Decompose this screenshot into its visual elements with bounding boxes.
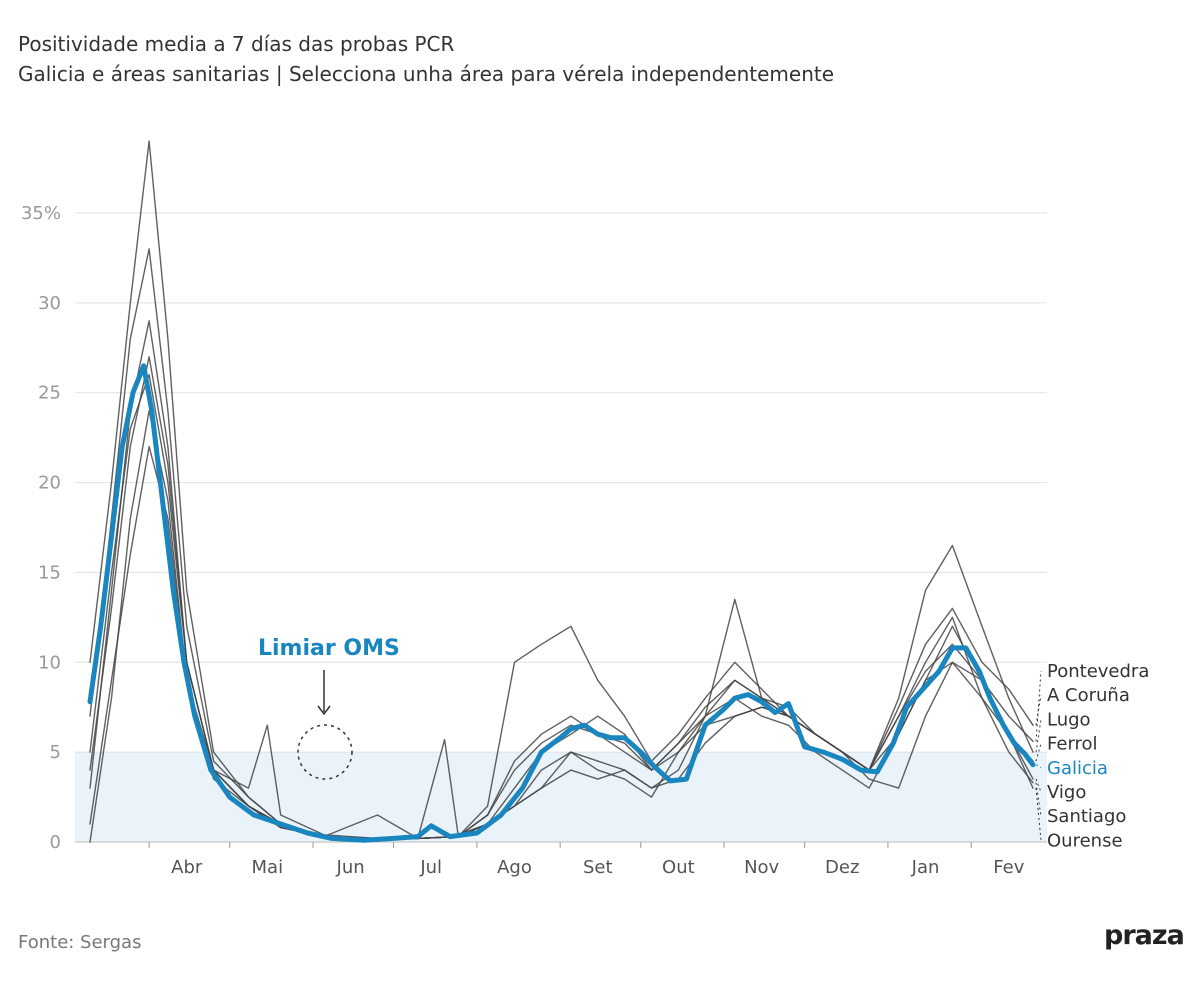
x-tick-label: Jun: [336, 857, 365, 878]
x-tick-label: Jan: [911, 857, 940, 878]
series-label[interactable]: A Coruña: [1047, 685, 1130, 706]
series-label[interactable]: Ferrol: [1047, 734, 1098, 755]
threshold-annotation-label: Limiar OMS: [258, 636, 400, 661]
annotation-arrow-head: [317, 705, 331, 716]
y-tick-label: 25: [38, 383, 61, 404]
grid-lines: [75, 212, 1047, 843]
threshold-annotation: Limiar OMS: [258, 636, 400, 780]
series-end-labels: Pontevedra A Coruña Lugo Ferrol Galicia Vigo S…: [1035, 661, 1149, 851]
label-leader: [1035, 719, 1042, 753]
x-tick-label: Out: [662, 857, 695, 878]
series-line-a-coruna[interactable]: [89, 248, 1034, 840]
x-tick-label: Abr: [171, 857, 203, 878]
series-label[interactable]: Pontevedra: [1047, 661, 1149, 682]
x-tick-label: Dez: [825, 857, 859, 878]
y-tick-label: 5: [50, 742, 61, 763]
label-leader: [1035, 695, 1042, 726]
series-label[interactable]: Galicia: [1047, 758, 1108, 779]
series-line-galicia[interactable]: [87, 363, 1036, 843]
chart-background: [75, 752, 1047, 842]
x-tick-label: Mai: [252, 857, 284, 878]
y-tick-label: 35%: [21, 203, 61, 224]
brand-logo: praza: [1104, 920, 1185, 951]
threshold-band: [75, 752, 1047, 842]
y-tick-label: 10: [38, 652, 61, 673]
x-tick-label: Jul: [419, 857, 442, 878]
label-leader: [1035, 778, 1042, 793]
series-label[interactable]: Vigo: [1047, 782, 1086, 803]
y-tick-label: 20: [38, 473, 61, 494]
y-tick-label: 30: [38, 293, 61, 314]
label-leader: [1035, 743, 1042, 762]
annotation-circle: [297, 724, 353, 780]
label-leader: [1035, 788, 1042, 841]
series-label[interactable]: Santiago: [1047, 806, 1126, 827]
label-leader: [1035, 782, 1042, 817]
axis-labels: 0 5 10 15 20 25 30 35% Abr Mai Jun Jul Ago Set Out Nov D…: [21, 203, 1025, 878]
source-note: Fonte: Sergas: [18, 932, 142, 953]
x-tick-label: Fev: [993, 857, 1024, 878]
x-tick-label: Nov: [744, 857, 779, 878]
series-line-lugo[interactable]: [89, 445, 1034, 840]
series-lines: [87, 140, 1036, 843]
series-line-vigo[interactable]: [89, 140, 1034, 840]
label-leader: [1035, 670, 1042, 742]
label-leader: [1035, 764, 1042, 769]
series-label[interactable]: Ourense: [1047, 830, 1123, 851]
chart-title: Positividade media a 7 días das probas P…: [18, 32, 455, 56]
y-tick-label: 0: [50, 832, 61, 853]
x-tick-label: Set: [583, 857, 613, 878]
chart-subtitle: Galicia e áreas sanitarias | Selecciona …: [18, 62, 835, 86]
x-tick-label: Ago: [497, 857, 532, 878]
y-tick-label: 15: [38, 562, 61, 583]
series-label[interactable]: Lugo: [1047, 709, 1091, 730]
